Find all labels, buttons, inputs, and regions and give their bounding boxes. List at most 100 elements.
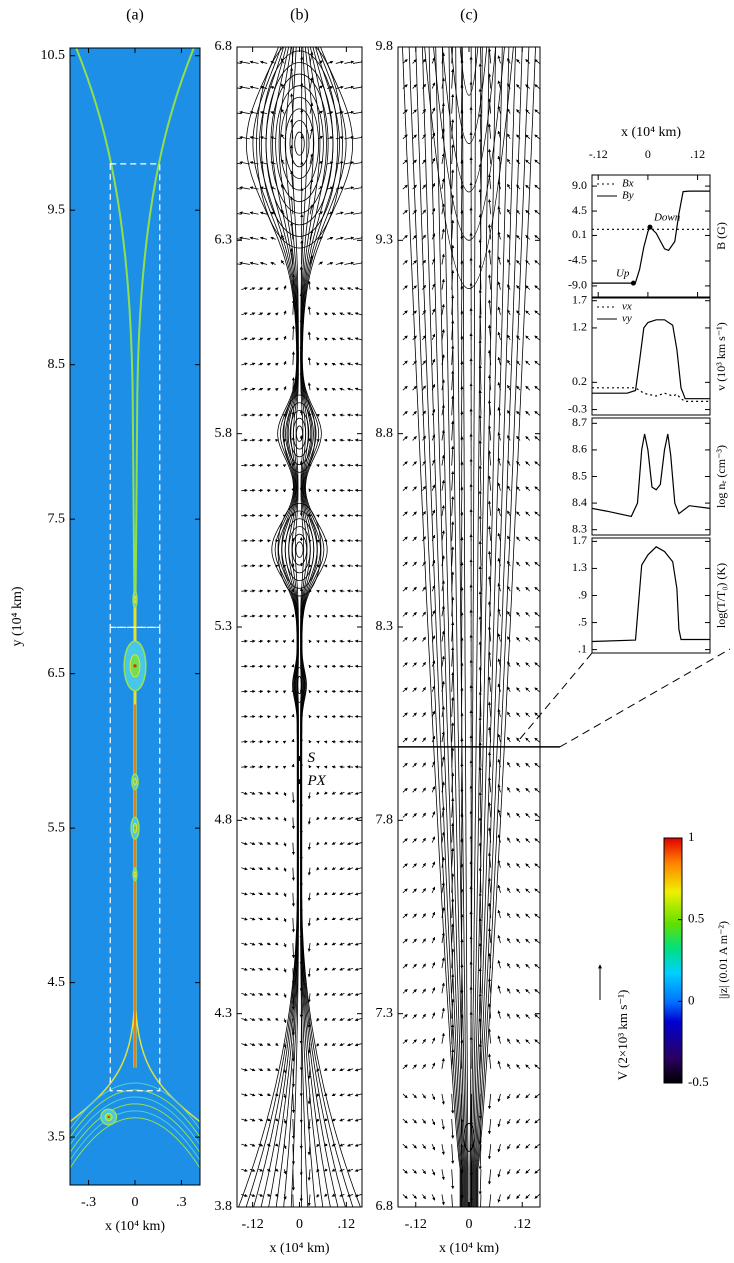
plasmoid-center xyxy=(133,664,137,668)
velocity-arrow xyxy=(516,963,521,969)
velocity-arrow xyxy=(534,335,540,341)
velocity-arrow xyxy=(241,463,248,467)
field-arch xyxy=(424,47,514,289)
velocity-arrow xyxy=(487,927,492,944)
velocity-arrow xyxy=(308,614,312,619)
velocity-arrow xyxy=(249,967,256,971)
velocity-arrow xyxy=(283,1144,287,1150)
velocity-arrow xyxy=(316,589,320,593)
island-field-line xyxy=(280,96,319,191)
velocity-arrow xyxy=(352,110,362,115)
field-line xyxy=(428,47,465,1207)
velocity-arrow xyxy=(323,665,328,669)
velocity-arrow xyxy=(352,186,362,190)
y-tick-label: 5.5 xyxy=(48,820,66,835)
velocity-arrow xyxy=(487,877,492,893)
velocity-arrow xyxy=(507,661,511,667)
velocity-arrow xyxy=(249,261,259,265)
data-line xyxy=(592,546,710,643)
velocity-arrow xyxy=(290,67,294,89)
velocity-arrow xyxy=(507,962,511,969)
velocity-arrow xyxy=(451,219,455,240)
velocity-arrow xyxy=(451,1144,455,1164)
velocity-arrow xyxy=(402,662,408,667)
velocity-arrow xyxy=(331,1017,337,1021)
velocity-arrow xyxy=(347,740,354,744)
velocity-arrow xyxy=(402,762,408,768)
velocity-arrow xyxy=(323,765,328,769)
velocity-arrow xyxy=(507,309,511,315)
velocity-arrow xyxy=(347,816,354,820)
velocity-arrow xyxy=(525,184,531,190)
velocity-arrow xyxy=(487,1144,492,1160)
velocity-arrow xyxy=(534,486,540,492)
y-tick-label: 8.5 xyxy=(572,468,587,482)
velocity-arrow xyxy=(402,838,408,843)
velocity-arrow xyxy=(412,813,417,818)
velocity-arrow xyxy=(316,665,320,669)
velocity-arrow xyxy=(451,445,455,466)
velocity-arrow xyxy=(460,1119,464,1149)
x-tick-label: 0 xyxy=(132,1195,139,1210)
velocity-arrow xyxy=(331,312,337,316)
velocity-arrow xyxy=(354,539,362,543)
y-tick-label: 7.5 xyxy=(48,511,66,526)
velocity-arrow xyxy=(441,404,445,416)
velocity-arrow xyxy=(441,1118,445,1130)
velocity-arrow xyxy=(525,1169,531,1174)
velocity-arrow xyxy=(347,664,354,668)
velocity-arrow xyxy=(422,686,426,693)
velocity-arrow xyxy=(516,838,521,843)
velocity-arrow xyxy=(290,119,294,139)
velocity-arrow xyxy=(487,349,492,366)
velocity-arrow xyxy=(460,863,464,893)
legend-label: Bx xyxy=(622,178,634,190)
velocity-arrow xyxy=(460,938,464,969)
velocity-arrow xyxy=(267,715,271,719)
velocity-arrow xyxy=(460,335,464,366)
velocity-arrow xyxy=(451,671,455,692)
velocity-arrow xyxy=(525,561,531,567)
velocity-arrow xyxy=(290,144,294,164)
velocity-arrow xyxy=(323,740,328,744)
velocity-arrow xyxy=(331,1067,337,1071)
velocity-arrow xyxy=(507,460,511,466)
velocity-arrow xyxy=(275,690,279,694)
island-field-line xyxy=(292,417,307,450)
velocity-arrow xyxy=(460,662,464,692)
velocity-arrow xyxy=(352,60,362,64)
velocity-arrow xyxy=(497,281,501,290)
velocity-arrow xyxy=(249,589,256,593)
velocity-arrow xyxy=(478,113,482,139)
panel-title: (a) xyxy=(126,7,144,24)
velocity-arrow xyxy=(402,637,408,642)
colorbar xyxy=(663,837,683,1084)
velocity-arrow xyxy=(422,335,426,341)
velocity-arrow xyxy=(331,765,336,769)
velocity-arrow xyxy=(249,664,256,668)
velocity-arrow xyxy=(339,312,345,316)
velocity-arrow xyxy=(290,248,294,265)
velocity-arrow xyxy=(487,324,492,340)
velocity-arrow xyxy=(339,740,345,744)
velocity-arrow xyxy=(478,264,482,290)
velocity-arrow xyxy=(339,1143,345,1147)
field-line xyxy=(448,47,467,1207)
velocity-arrow xyxy=(316,1168,320,1173)
velocity-arrow xyxy=(309,102,314,114)
velocity-arrow xyxy=(422,1038,426,1044)
velocity-arrow xyxy=(507,1169,511,1175)
velocity-arrow xyxy=(354,589,362,593)
velocity-arrow xyxy=(316,539,320,543)
velocity-arrow xyxy=(460,637,464,667)
velocity-arrow xyxy=(344,186,355,190)
velocity-arrow xyxy=(412,1014,417,1019)
velocity-arrow xyxy=(534,1064,540,1070)
velocity-arrow xyxy=(516,737,521,743)
velocity-arrow xyxy=(283,842,287,847)
velocity-arrow xyxy=(354,1168,362,1172)
velocity-arrow xyxy=(331,917,337,921)
velocity-arrow xyxy=(525,486,531,491)
velocity-arrow xyxy=(339,1093,345,1097)
velocity-arrow xyxy=(431,132,436,139)
